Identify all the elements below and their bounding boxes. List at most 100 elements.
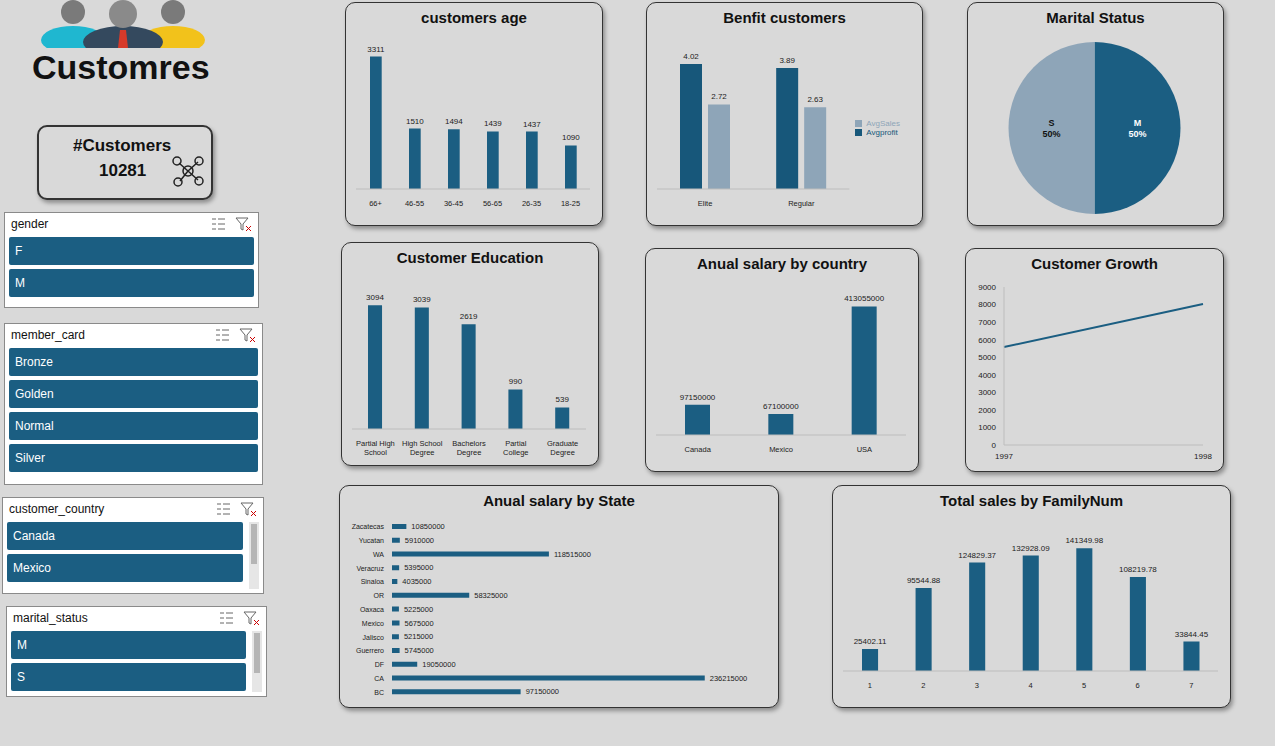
svg-text:USA: USA	[857, 445, 872, 454]
svg-text:Sinaloa: Sinaloa	[361, 578, 384, 585]
svg-text:5215000: 5215000	[404, 632, 433, 641]
svg-text:3: 3	[975, 681, 979, 690]
svg-text:5395000: 5395000	[404, 563, 433, 572]
html-text:Marital Status: Marital Status	[1046, 9, 1145, 26]
svg-text:33844.45: 33844.45	[1175, 630, 1209, 639]
svg-text:BC: BC	[374, 689, 384, 696]
html-text:Total sales by FamilyNum: Total sales by FamilyNum	[939, 492, 1124, 509]
html-text:customers age: customers age	[421, 9, 527, 26]
html-text:Benfit customers: Benfit customers	[723, 9, 846, 26]
html-text:Anual salary by State: Anual salary by State	[483, 492, 635, 509]
svg-text:Elite: Elite	[698, 199, 713, 208]
svg-text:2.72: 2.72	[711, 92, 727, 101]
svg-text:Zacatecas: Zacatecas	[352, 523, 385, 530]
svg-text:M50%: M50%	[1128, 118, 1146, 139]
html-text:Customer Education: Customer Education	[396, 249, 544, 266]
svg-text:2000: 2000	[978, 406, 996, 415]
svg-text:4.02: 4.02	[683, 52, 699, 61]
svg-text:7: 7	[1189, 681, 1193, 690]
svg-text:990: 990	[509, 377, 523, 386]
svg-text:High SchoolDegree: High SchoolDegree	[402, 439, 443, 457]
svg-text:46-55: 46-55	[405, 199, 424, 208]
svg-text:1997: 1997	[995, 452, 1013, 461]
svg-text:66+: 66+	[369, 199, 382, 208]
svg-text:8000: 8000	[978, 300, 996, 309]
html-text:Customer Growth: Customer Growth	[1031, 255, 1158, 272]
svg-text:BachelorsDegree: BachelorsDegree	[452, 439, 486, 457]
svg-text:5: 5	[1082, 681, 1086, 690]
svg-text:9000: 9000	[978, 283, 996, 292]
svg-text:4: 4	[1028, 681, 1032, 690]
svg-text:3000: 3000	[978, 388, 996, 397]
svg-text:GraduateDegree: GraduateDegree	[547, 439, 578, 457]
svg-text:CA: CA	[374, 675, 384, 682]
svg-text:97150000: 97150000	[526, 687, 559, 696]
svg-text:3.89: 3.89	[779, 56, 795, 65]
svg-text:1090: 1090	[562, 133, 580, 142]
svg-text:5675000: 5675000	[405, 619, 434, 628]
svg-text:97150000: 97150000	[680, 393, 716, 402]
svg-text:1437: 1437	[523, 120, 541, 129]
svg-text:PartialCollege: PartialCollege	[503, 439, 528, 457]
html-text:gender: gender	[11, 217, 49, 231]
svg-text:5000: 5000	[978, 353, 996, 362]
svg-text:3094: 3094	[366, 293, 384, 302]
svg-text:Mexico: Mexico	[769, 445, 793, 454]
svg-text:5745000: 5745000	[405, 646, 434, 655]
svg-text:DF: DF	[375, 661, 384, 668]
svg-text:1000: 1000	[978, 423, 996, 432]
html-text:Anual salary by country: Anual salary by country	[697, 255, 867, 272]
svg-text:Mexico: Mexico	[362, 620, 384, 627]
svg-text:56-65: 56-65	[483, 199, 502, 208]
svg-text:WA: WA	[373, 551, 384, 558]
svg-text:1510: 1510	[406, 117, 424, 126]
svg-text:6000: 6000	[978, 336, 996, 345]
svg-text:18-25: 18-25	[561, 199, 580, 208]
svg-text:1439: 1439	[484, 119, 502, 128]
html-text:#Customers: #Customers	[73, 136, 172, 155]
svg-text:2: 2	[921, 681, 925, 690]
svg-text:132928.09: 132928.09	[1012, 544, 1050, 553]
svg-text:19050000: 19050000	[422, 660, 455, 669]
svg-text:0: 0	[992, 441, 997, 450]
svg-text:10850000: 10850000	[411, 522, 444, 531]
svg-text:124829.37: 124829.37	[958, 551, 996, 560]
svg-text:141349.98: 141349.98	[1065, 536, 1103, 545]
svg-text:7000: 7000	[978, 318, 996, 327]
svg-text:1: 1	[868, 681, 872, 690]
svg-text:3311: 3311	[367, 45, 385, 54]
svg-text:Regular: Regular	[788, 199, 815, 208]
svg-text:26-35: 26-35	[522, 199, 541, 208]
svg-text:Oaxaca: Oaxaca	[360, 606, 384, 613]
svg-text:Yucatan: Yucatan	[359, 537, 384, 544]
svg-text:OR: OR	[374, 592, 385, 599]
svg-text:108219.78: 108219.78	[1119, 565, 1157, 574]
svg-text:413055000: 413055000	[844, 294, 885, 303]
html-text:Customres: Customres	[32, 48, 210, 86]
svg-text:67100000: 67100000	[763, 402, 799, 411]
svg-text:1494: 1494	[445, 117, 463, 126]
svg-text:4000: 4000	[978, 371, 996, 380]
svg-text:Jalisco: Jalisco	[363, 634, 385, 641]
svg-text:36-45: 36-45	[444, 199, 463, 208]
svg-text:236215000: 236215000	[710, 674, 748, 683]
svg-text:2619: 2619	[460, 312, 478, 321]
svg-text:118515000: 118515000	[554, 550, 591, 559]
svg-text:3039: 3039	[413, 295, 431, 304]
svg-text:58325000: 58325000	[474, 591, 507, 600]
svg-text:4035000: 4035000	[402, 577, 431, 586]
svg-text:539: 539	[556, 395, 570, 404]
svg-text:1998: 1998	[1194, 452, 1212, 461]
svg-text:Veracruz: Veracruz	[356, 565, 384, 572]
svg-text:5910000: 5910000	[405, 536, 434, 545]
svg-text:25402.11: 25402.11	[854, 637, 887, 646]
svg-text:S50%: S50%	[1042, 118, 1060, 139]
html-text:10281: 10281	[99, 161, 147, 180]
svg-text:2.63: 2.63	[807, 95, 823, 104]
svg-text:Partial HighSchool: Partial HighSchool	[356, 439, 395, 457]
svg-text:95544.88: 95544.88	[907, 576, 941, 585]
svg-text:Guerrero: Guerrero	[356, 647, 384, 654]
svg-text:5225000: 5225000	[404, 605, 433, 614]
svg-text:Canada: Canada	[685, 445, 712, 454]
svg-text:6: 6	[1136, 681, 1140, 690]
